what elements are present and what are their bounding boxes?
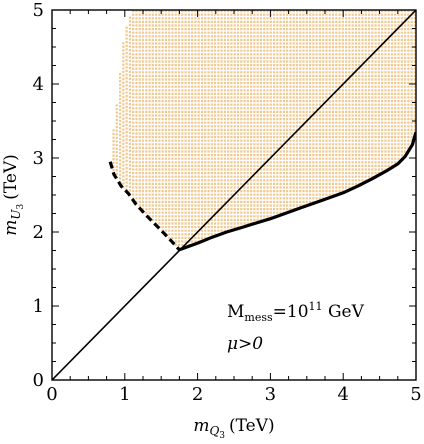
x-tick-label: 3 <box>265 384 276 405</box>
solid-boundary-line <box>178 131 416 252</box>
y-axis-label: mU3(TeV) <box>1 154 26 236</box>
x-tick-label: 4 <box>337 384 348 405</box>
x-tick-label: 0 <box>46 384 57 405</box>
y-tick-label: 4 <box>33 74 44 95</box>
dashed-boundary-line <box>108 161 181 251</box>
y-tick-label: 3 <box>33 148 44 169</box>
allowed-region-dots <box>112 10 416 250</box>
diagonal-reference-line <box>52 10 416 380</box>
y-tick-label: 0 <box>33 370 44 391</box>
y-tick-label: 1 <box>33 296 44 317</box>
axis-ticks: 0 1 2 3 4 5 0 1 2 3 4 5 <box>33 0 422 405</box>
y-tick-label: 5 <box>33 0 44 21</box>
x-tick-label: 2 <box>192 384 203 405</box>
x-tick-label: 1 <box>119 384 130 405</box>
messenger-scale-annotation: Mmess=1011 GeV <box>227 300 365 324</box>
x-tick-label: 5 <box>410 384 421 405</box>
y-tick-label: 2 <box>33 222 44 243</box>
mu-sign-annotation: μ>0 <box>227 334 263 354</box>
x-axis-label: mQ3 (TeV) <box>193 416 274 441</box>
boundary-lines <box>52 10 416 380</box>
